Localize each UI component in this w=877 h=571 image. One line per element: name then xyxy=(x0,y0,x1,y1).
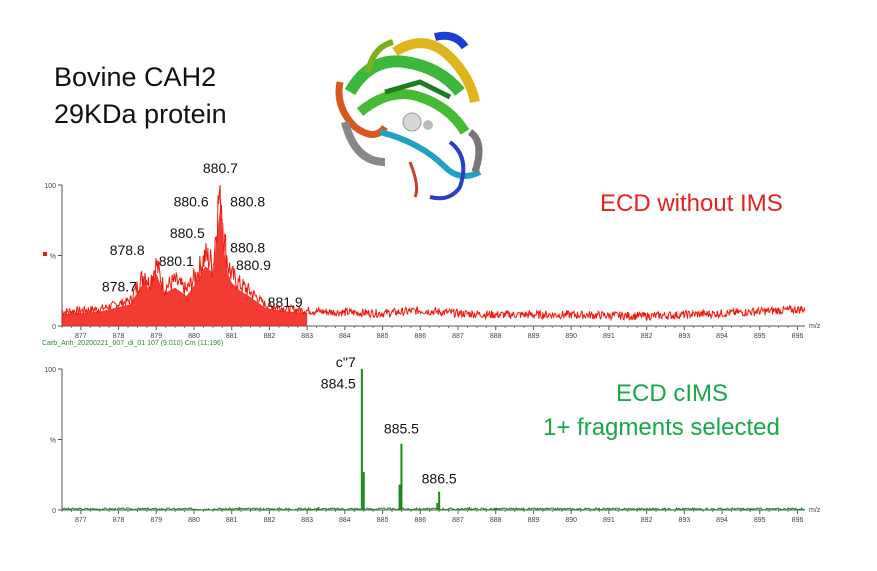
bottom-x-tick-label: 884 xyxy=(339,517,351,524)
top-x-tick-label: 891 xyxy=(603,333,615,340)
top-x-tick-label: 886 xyxy=(414,333,426,340)
top-peak-label: 880.9 xyxy=(236,257,271,273)
top-peak-label: 881.9 xyxy=(268,294,303,310)
top-peak-label: 880.7 xyxy=(203,160,238,176)
bottom-baseline-line xyxy=(61,506,806,511)
top-chart-footer: Carb_Anh_20200221_007_di_01 107 (9.010) … xyxy=(42,340,223,347)
top-peak-label: 878.8 xyxy=(110,242,145,258)
top-peak-label: 880.6 xyxy=(174,193,209,209)
top-x-tick-label: 893 xyxy=(678,333,690,340)
bottom-peak-label: c''7 xyxy=(336,354,356,370)
ecd-cims-label: ECD cIMS xyxy=(616,380,729,407)
top-x-tick-label: 892 xyxy=(641,333,653,340)
top-x-tick-label: 889 xyxy=(528,333,540,340)
bottom-x-tick-label: 895 xyxy=(754,517,766,524)
top-x-tick-label: 894 xyxy=(716,333,728,340)
bottom-y-tick-label: 100 xyxy=(44,367,56,374)
bottom-x-tick-label: 891 xyxy=(603,517,615,524)
bottom-x-tick-label: 882 xyxy=(264,517,276,524)
protein-subtitle: 29KDa protein xyxy=(54,99,227,129)
fragments-selected-label: 1+ fragments selected xyxy=(543,414,780,441)
bottom-peak-label: 885.5 xyxy=(384,421,419,437)
bottom-x-tick-label: 892 xyxy=(641,517,653,524)
top-x-tick-label: 878 xyxy=(113,333,125,340)
bottom-x-tick-label: 883 xyxy=(301,517,313,524)
bottom-x-tick-label: 887 xyxy=(452,517,464,524)
bottom-x-axis-label: m/z xyxy=(809,507,821,514)
bottom-x-tick-label: 879 xyxy=(150,517,162,524)
top-peak-label: 878.7 xyxy=(102,279,137,295)
bottom-peak-label: 886.5 xyxy=(422,471,457,487)
top-series-marker xyxy=(43,252,47,256)
bottom-x-tick-label: 880 xyxy=(188,517,200,524)
bottom-y-tick-label: 0 xyxy=(52,508,56,515)
top-peak-label: 880.1 xyxy=(159,253,194,269)
top-peak-label: 880.8 xyxy=(230,240,265,256)
bottom-x-tick-label: 894 xyxy=(716,517,728,524)
bottom-x-tick-label: 890 xyxy=(565,517,577,524)
top-x-tick-label: 885 xyxy=(377,333,389,340)
top-spectrum-line xyxy=(61,184,806,322)
top-x-tick-label: 884 xyxy=(339,333,351,340)
bottom-x-tick-label: 889 xyxy=(528,517,540,524)
top-x-tick-label: 887 xyxy=(452,333,464,340)
bottom-x-tick-label: 888 xyxy=(490,517,502,524)
top-x-tick-label: 895 xyxy=(754,333,766,340)
top-x-tick-label: 883 xyxy=(301,333,313,340)
bottom-x-tick-label: 878 xyxy=(113,517,125,524)
top-x-tick-label: 881 xyxy=(226,333,238,340)
top-x-tick-label: 882 xyxy=(264,333,276,340)
protein-title: Bovine CAH2 xyxy=(54,62,217,92)
top-x-tick-label: 879 xyxy=(150,333,162,340)
bottom-x-tick-label: 877 xyxy=(75,517,87,524)
bottom-x-tick-label: 893 xyxy=(678,517,690,524)
bottom-x-tick-label: 881 xyxy=(226,517,238,524)
bottom-y-tick-label: % xyxy=(50,438,56,445)
top-y-tick-label: % xyxy=(50,254,56,261)
bottom-x-tick-label: 885 xyxy=(377,517,389,524)
top-x-tick-label: 896 xyxy=(792,333,804,340)
bottom-peak-label: 884.5 xyxy=(321,375,356,391)
top-x-tick-label: 877 xyxy=(75,333,87,340)
top-x-axis-label: m/z xyxy=(809,323,821,330)
top-x-tick-label: 888 xyxy=(490,333,502,340)
top-peak-label: 880.8 xyxy=(230,193,265,209)
top-y-tick-label: 100 xyxy=(44,183,56,190)
top-spectrum-fill xyxy=(62,207,308,326)
protein-structure-image xyxy=(335,31,483,201)
top-peak-label: 880.5 xyxy=(170,225,205,241)
top-x-tick-label: 890 xyxy=(565,333,577,340)
top-x-tick-label: 880 xyxy=(188,333,200,340)
bottom-x-tick-label: 896 xyxy=(792,517,804,524)
ecd-without-ims-label: ECD without IMS xyxy=(600,190,783,217)
top-y-tick-label: 0 xyxy=(52,324,56,331)
bottom-x-tick-label: 886 xyxy=(414,517,426,524)
